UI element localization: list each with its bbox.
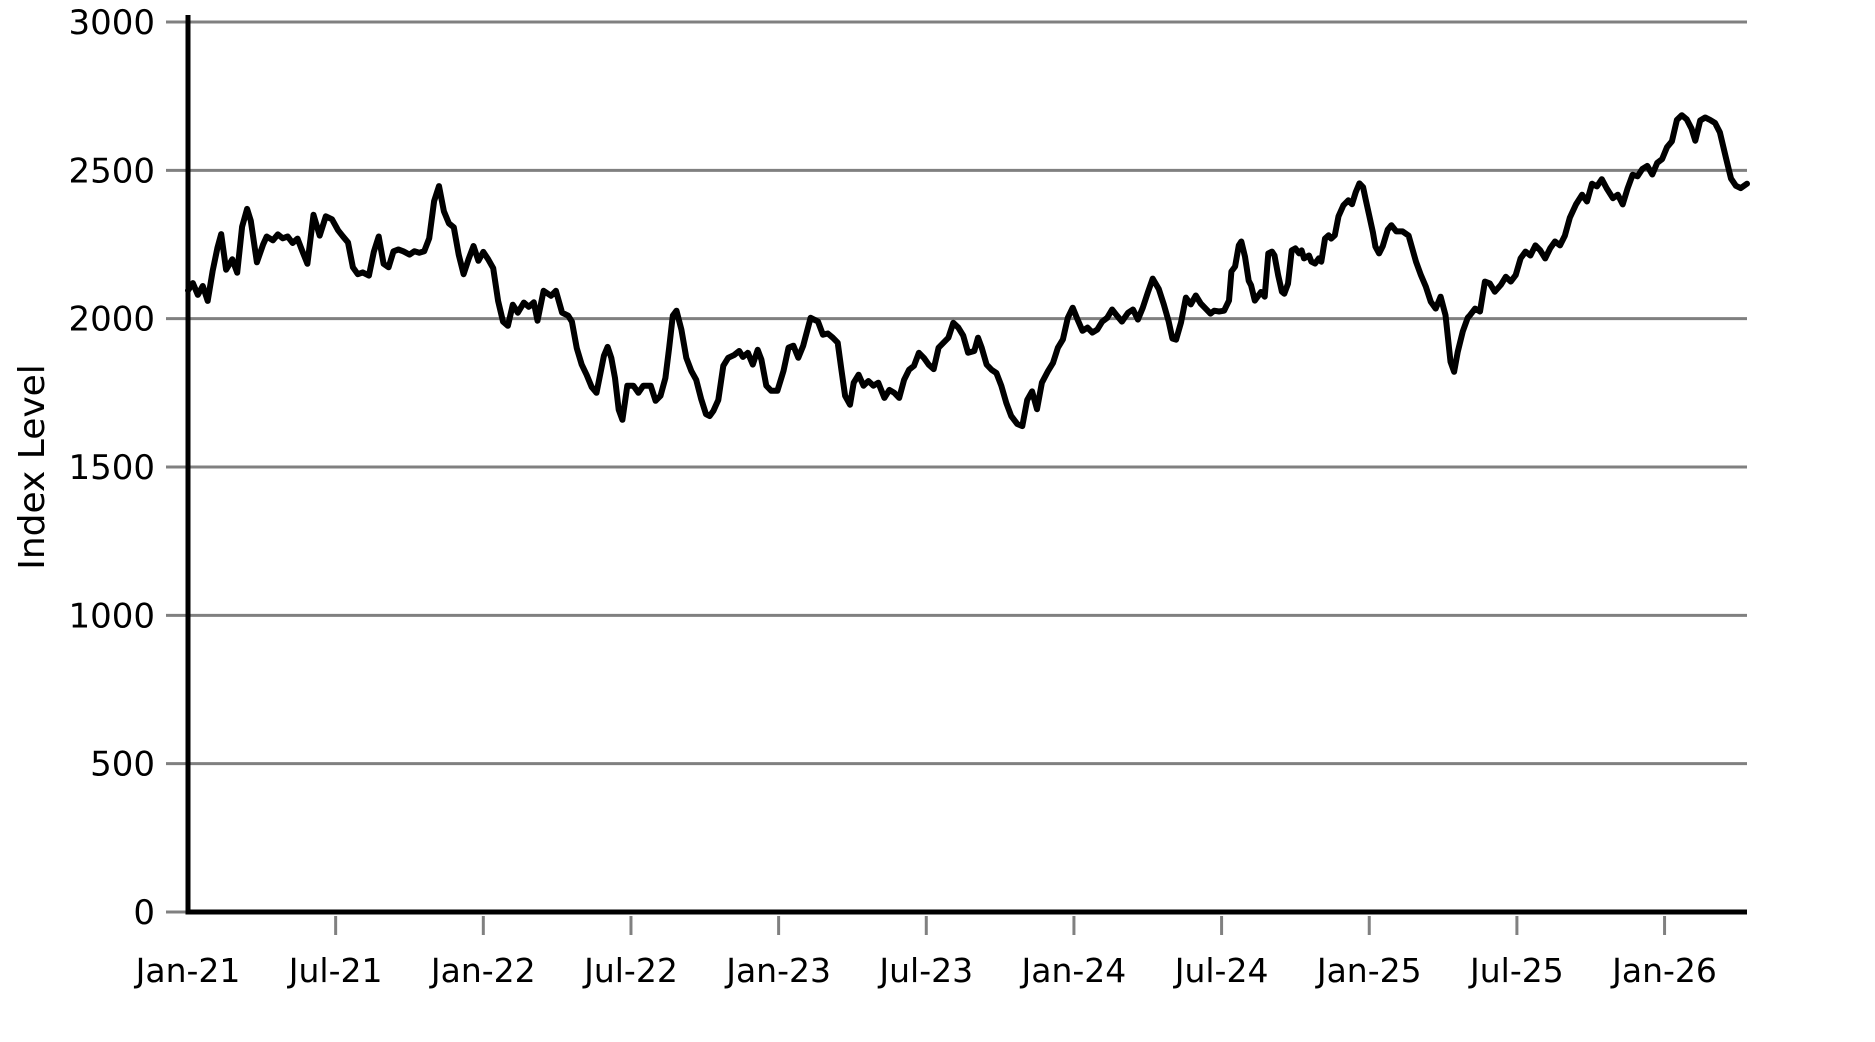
x-tick-label-Jul-23: Jul-23 (877, 951, 973, 990)
x-tick-label-Jul-24: Jul-24 (1173, 951, 1269, 990)
x-tick-label-Jul-21: Jul-21 (287, 951, 383, 990)
index-level-line (185, 112, 1750, 430)
y-tick-label-3000: 3000 (68, 3, 155, 43)
x-tick-label-Jan-22: Jan-22 (429, 951, 536, 990)
x-tick-label-Jan-23: Jan-23 (724, 951, 831, 990)
x-tick-label-Jul-22: Jul-22 (582, 951, 678, 990)
y-tick-label-2500: 2500 (68, 151, 155, 191)
x-tick-label-Jan-25: Jan-25 (1315, 951, 1422, 990)
x-tick-label-Jan-21: Jan-21 (134, 951, 241, 990)
x-tick-label-Jan-24: Jan-24 (1020, 951, 1127, 990)
y-tick-label-1500: 1500 (68, 448, 155, 488)
y-tick-label-2000: 2000 (68, 300, 155, 340)
y-tick-label-0: 0 (133, 893, 155, 933)
x-tick-label-Jan-26: Jan-26 (1610, 951, 1717, 990)
y-tick-label-500: 500 (90, 745, 155, 785)
y-axis-title: Index Level (12, 364, 53, 570)
y-tick-label-1000: 1000 (68, 596, 155, 636)
x-tick-label-Jul-25: Jul-25 (1468, 951, 1564, 990)
